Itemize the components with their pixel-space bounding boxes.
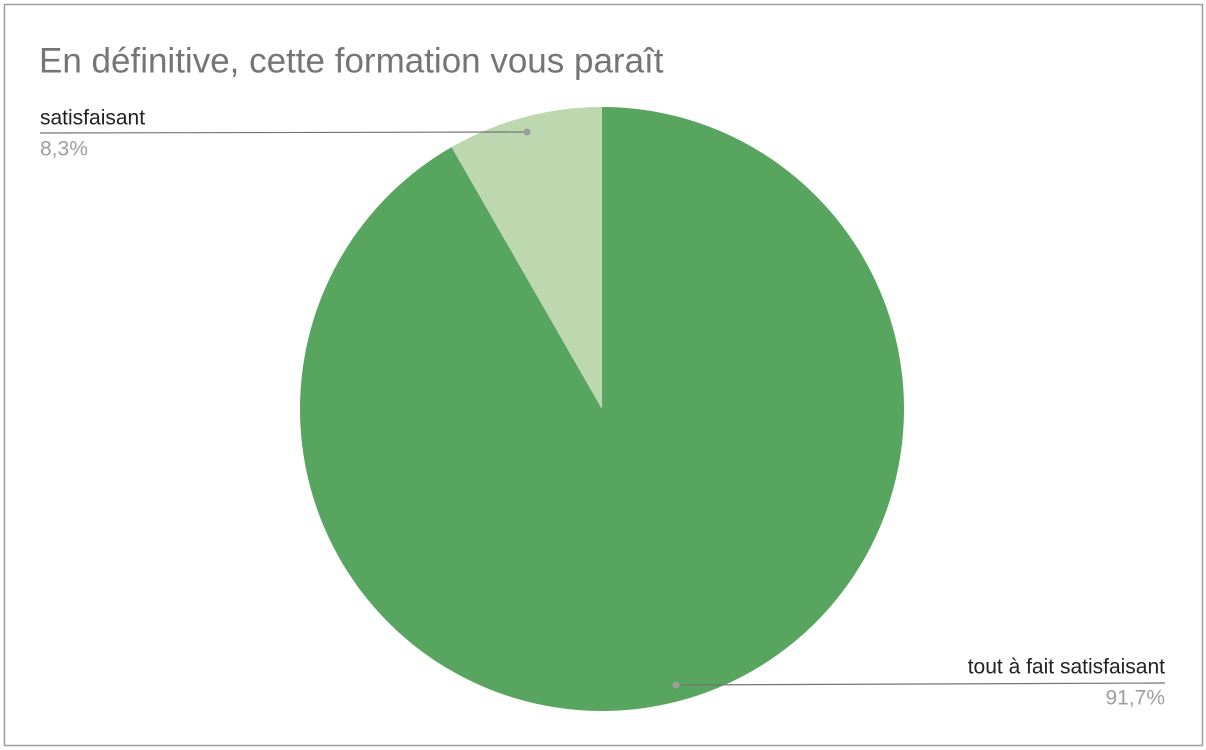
leader-dot	[523, 128, 531, 136]
leader-dot	[672, 681, 680, 689]
pie-slice	[451, 107, 602, 409]
leader-line	[675, 682, 1166, 686]
slice-value-label: 91,7%	[1105, 687, 1165, 710]
slice-label: tout à fait satisfaisant	[968, 656, 1165, 679]
slice-value-label: 8,3%	[40, 138, 88, 161]
leader-line	[39, 131, 528, 134]
slice-label: satisfaisant	[40, 107, 145, 130]
chart-title: En définitive, cette formation vous para…	[39, 41, 664, 80]
